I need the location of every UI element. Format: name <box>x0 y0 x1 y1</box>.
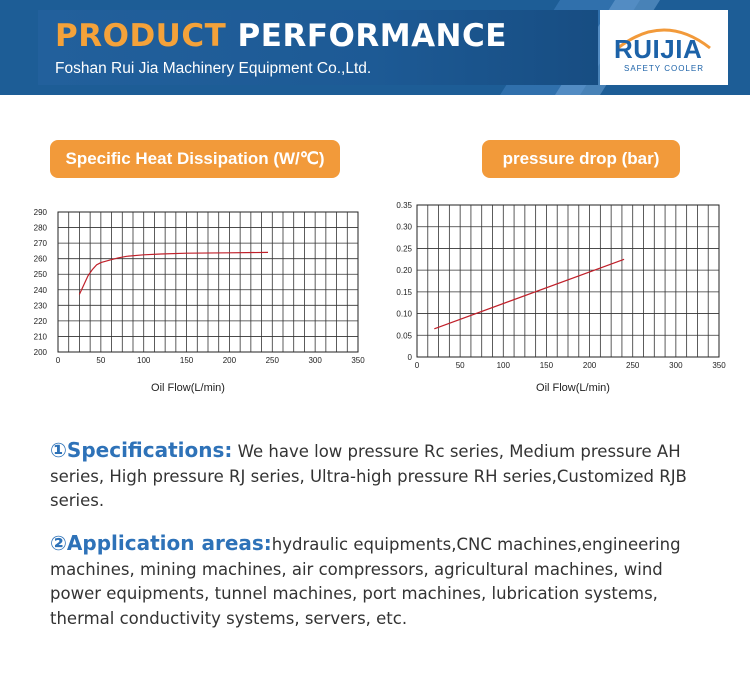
application-areas-heading: ②Application areas: <box>50 531 272 555</box>
y-tick-label: 250 <box>34 270 48 279</box>
y-tick-label: 0.15 <box>396 288 412 297</box>
application-areas-body: hydraulic equipments,CNC machines,engine… <box>50 535 681 628</box>
heat-dissipation-header: Specific Heat Dissipation (W/℃) <box>50 140 340 178</box>
banner-panel <box>38 10 598 85</box>
y-tick-label: 0.35 <box>396 201 412 210</box>
application-areas-text: ②Application areas:hydraulic equipments,… <box>50 531 710 631</box>
y-tick-label: 290 <box>34 208 48 217</box>
header-banner: PRODUCT PERFORMANCE Foshan Rui Jia Machi… <box>0 0 750 95</box>
y-tick-label: 260 <box>34 255 48 264</box>
y-tick-label: 210 <box>34 332 48 341</box>
series-line <box>434 258 625 330</box>
x-tick-label: 150 <box>180 356 194 365</box>
x-tick-label: 350 <box>712 361 726 370</box>
x-tick-label: 300 <box>669 361 683 370</box>
y-tick-label: 0.30 <box>396 223 412 232</box>
y-tick-label: 220 <box>34 317 48 326</box>
y-tick-label: 280 <box>34 224 48 233</box>
x-tick-label: 300 <box>308 356 322 365</box>
page-title: PRODUCT PERFORMANCE <box>55 18 507 54</box>
y-tick-label: 0 <box>408 353 413 362</box>
x-tick-label: 0 <box>415 361 420 370</box>
x-tick-label: 150 <box>540 361 554 370</box>
company-name: Foshan Rui Jia Machinery Equipment Co.,L… <box>55 60 372 77</box>
title-word-product: PRODUCT <box>55 18 227 54</box>
y-tick-label: 0.10 <box>396 310 412 319</box>
title-word-performance: PERFORMANCE <box>237 18 507 54</box>
y-tick-label: 270 <box>34 239 48 248</box>
series-line <box>78 251 269 295</box>
x-tick-label: 100 <box>137 356 151 365</box>
x-axis-label: Oil Flow(L/min) <box>536 382 610 394</box>
pressure-drop-chart: 0 0.05 0.10 0.15 0.20 0.25 0.30 0.35 0 50 100 150 20… <box>396 201 726 394</box>
y-tick-label: 200 <box>34 348 48 357</box>
x-axis-label: Oil Flow(L/min) <box>151 382 225 394</box>
x-tick-label: 0 <box>56 356 61 365</box>
y-tick-label: 0.25 <box>396 244 412 253</box>
x-tick-label: 50 <box>456 361 465 370</box>
specifications-text: ①Specifications: We have low pressure Rc… <box>50 438 710 514</box>
y-tick-label: 240 <box>34 286 48 295</box>
x-tick-label: 200 <box>583 361 597 370</box>
logo-wordmark: RUIJIA <box>614 34 703 64</box>
pressure-drop-header: pressure drop (bar) <box>482 140 680 178</box>
x-tick-label: 250 <box>626 361 640 370</box>
x-tick-label: 350 <box>351 356 365 365</box>
y-tick-label: 230 <box>34 301 48 310</box>
logo-tagline: SAFETY COOLER <box>624 64 704 73</box>
y-tick-label: 0.05 <box>396 331 412 340</box>
x-tick-label: 100 <box>497 361 511 370</box>
specifications-body: We have low pressure Rc series, Medium p… <box>50 442 687 510</box>
heat-dissipation-chart: 200 210 220 230 240 250 260 270 280 290 0 50 100 150 2… <box>34 208 366 394</box>
x-tick-label: 250 <box>266 356 280 365</box>
logo-arc-icon <box>617 28 711 50</box>
x-tick-label: 200 <box>223 356 237 365</box>
company-logo: RUIJIA SAFETY COOLER <box>600 10 728 85</box>
x-tick-label: 50 <box>96 356 105 365</box>
specifications-heading: ①Specifications: <box>50 438 233 462</box>
y-tick-label: 0.20 <box>396 266 412 275</box>
